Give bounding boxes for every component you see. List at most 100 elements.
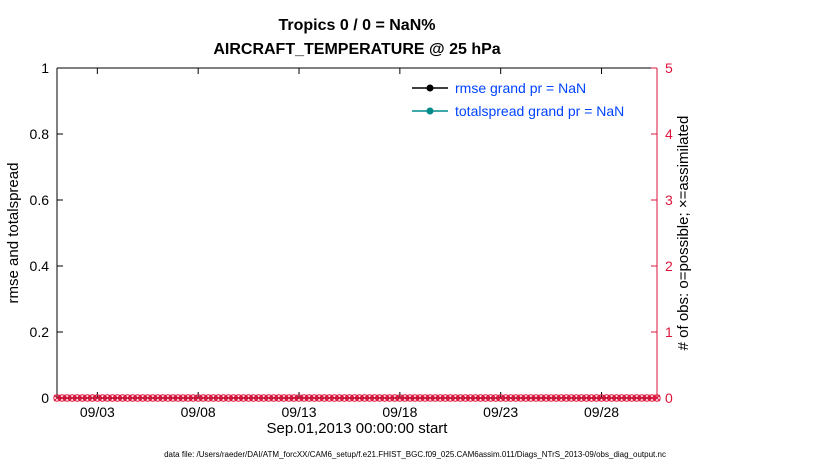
obs-possible-marker [496,394,505,402]
y-right-tick-label: 5 [665,60,673,76]
obs-possible-marker [502,394,510,402]
obs-possible-marker [285,394,293,402]
obs-possible-marker [128,394,137,402]
obs-possible-marker [416,394,424,402]
obs-possible-marker [68,394,76,402]
obs-possible-marker [144,394,152,402]
obs-possible-marker [436,394,444,402]
obs-possible-marker [305,394,313,402]
y-right-tick-label: 4 [665,126,673,142]
obs-possible-marker [461,394,470,402]
obs-possible-marker [234,394,243,402]
x-tick-label: 09/28 [584,404,619,420]
obs-possible-marker [320,394,328,402]
obs-possible-marker [340,394,349,402]
obs-possible-marker [355,394,364,402]
obs-possible-marker [58,394,66,402]
obs-possible-marker [83,394,91,402]
obs-possible-marker [628,394,636,402]
obs-possible-marker [607,394,616,402]
obs-possible-marker [602,394,611,402]
obs-possible-marker [78,394,86,402]
obs-possible-marker [537,394,545,402]
obs-possible-marker [401,394,409,402]
y-right-tick-label: 0 [665,390,673,406]
obs-possible-marker [265,394,273,402]
obs-possible-marker [239,394,248,402]
y-left-tick-label: 0.8 [30,126,50,142]
obs-possible-marker [108,394,117,402]
obs-possible-marker [139,394,147,402]
obs-possible-marker [623,394,631,402]
obs-possible-marker [244,394,253,402]
obs-possible-marker [53,394,61,402]
obs-possible-marker [98,394,107,402]
obs-possible-marker [653,394,661,402]
x-tick-label: 09/08 [181,404,216,420]
x-ticks: 09/03 09/08 09/13 09/18 09/23 09/28 [80,68,619,420]
y-right-tick-label: 2 [665,258,673,274]
obs-possible-marker [149,394,157,402]
obs-possible-marker [577,394,586,402]
data-file-caption: data file: /Users/raeder/DAI/ATM_forcXX/… [164,450,666,459]
plot-area [57,68,657,398]
y-left-ticks: 0 0.2 0.4 0.6 0.8 1 [30,60,63,406]
obs-possible-marker [547,394,555,402]
y-left-tick-label: 0.4 [30,258,50,274]
y-right-ticks: 0 1 2 3 4 5 [651,60,673,406]
obs-possible-marker [370,394,379,402]
y-axis-label-left: rmse and totalspread [5,163,22,304]
obs-possible-marker [542,394,550,402]
obs-possible-marker [103,394,112,402]
obs-possible-marker [592,394,601,402]
obs-possible-marker [260,394,268,402]
obs-possible-marker [396,394,404,402]
obs-possible-marker [360,394,369,402]
x-tick-label: 09/23 [483,404,518,420]
obs-possible-marker [209,394,218,402]
obs-possible-marker [491,394,500,402]
obs-possible-marker [431,394,439,402]
obs-possible-marker [280,394,288,402]
obs-possible-marker [93,394,102,402]
obs-possible-marker [375,394,384,402]
obs-possible-marker [219,394,228,402]
obs-possible-marker [532,394,540,402]
obs-possible-marker [249,394,258,402]
obs-possible-marker [426,394,434,402]
obs-possible-marker [169,394,177,402]
obs-possible-marker [184,394,192,402]
obs-possible-marker [441,394,449,402]
obs-possible-marker [567,394,575,402]
y-left-tick-label: 1 [41,60,49,76]
obs-possible-marker [643,394,651,402]
obs-possible-marker [63,394,71,402]
obs-possible-marker [391,394,399,402]
obs-possible-marker [189,394,197,402]
obs-possible-marker [295,394,303,402]
obs-possible-marker [174,394,182,402]
obs-possible-marker [557,394,565,402]
obs-possible-marker [572,394,581,402]
plot-spines [56,67,658,399]
obs-possible-marker [350,394,359,402]
obs-possible-marker [254,394,263,402]
obs-possible-marker [562,394,570,402]
obs-possible-marker [204,394,212,402]
x-axis-label: Sep.01,2013 00:00:00 start [267,420,449,437]
obs-possible-marker [476,394,485,402]
obs-possible-marker [123,394,132,402]
x-tick-label: 09/03 [80,404,115,420]
obs-possible-marker [527,394,535,402]
obs-possible-marker [290,394,298,402]
y-right-tick-label: 3 [665,192,673,208]
obs-possible-marker [421,394,429,402]
y-axis-label-right: # of obs: o=possible; ×=assimilated [675,116,692,351]
obs-possible-marker [113,394,122,402]
obs-possible-marker [456,394,465,402]
obs-assimilated-marker [653,394,661,402]
obs-possible-marker [133,394,142,402]
obs-possible-marker [446,394,454,402]
